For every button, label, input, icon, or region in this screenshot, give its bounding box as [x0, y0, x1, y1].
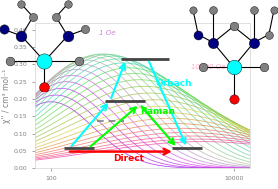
Point: [42, 60, 47, 63]
Text: Raman: Raman: [140, 107, 175, 115]
Point: [196, 33, 200, 36]
Text: Orbach: Orbach: [156, 79, 193, 88]
Point: [77, 60, 81, 63]
Point: [54, 15, 58, 18]
Point: [272, 9, 276, 12]
Point: [201, 65, 205, 68]
Point: [252, 41, 256, 44]
Point: [267, 33, 271, 36]
Point: [65, 3, 70, 6]
Point: [83, 28, 87, 31]
Point: [231, 25, 236, 28]
Point: [65, 34, 70, 37]
Point: [231, 98, 236, 101]
Point: [31, 15, 35, 18]
Point: [252, 9, 256, 12]
Point: [211, 41, 215, 44]
Point: [19, 3, 24, 6]
Point: [231, 65, 236, 68]
Text: 10000 Oe: 10000 Oe: [192, 64, 226, 70]
Y-axis label: χ'' / cm³ mol⁻¹: χ'' / cm³ mol⁻¹: [2, 68, 11, 123]
Point: [8, 60, 12, 63]
Point: [42, 85, 47, 88]
Text: Direct: Direct: [113, 154, 145, 163]
Point: [262, 65, 266, 68]
Point: [19, 34, 24, 37]
Point: [211, 9, 215, 12]
Point: [2, 28, 6, 31]
Point: [191, 9, 195, 12]
Text: 1 Oe: 1 Oe: [99, 30, 116, 36]
